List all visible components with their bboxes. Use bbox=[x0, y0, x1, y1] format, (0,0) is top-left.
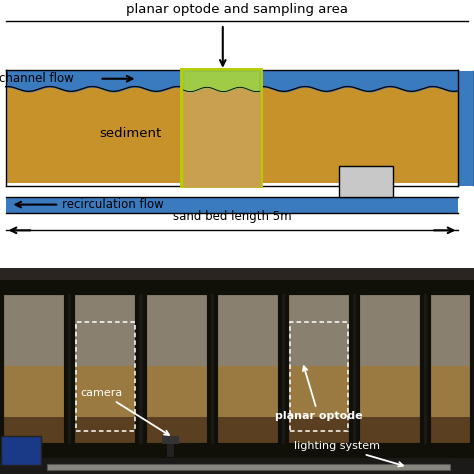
Bar bbox=[339, 165, 393, 197]
Bar bbox=[216, 293, 280, 445]
Bar bbox=[167, 444, 174, 457]
Bar bbox=[287, 417, 351, 445]
Bar bbox=[0, 280, 474, 294]
Bar bbox=[145, 417, 209, 445]
Bar bbox=[182, 70, 261, 186]
Bar bbox=[358, 293, 422, 445]
Text: channel flow: channel flow bbox=[0, 72, 74, 85]
Bar bbox=[0, 444, 474, 458]
Text: recirculation flow: recirculation flow bbox=[62, 198, 164, 211]
Text: sediment: sediment bbox=[100, 128, 162, 140]
Bar bbox=[0, 268, 474, 292]
Bar bbox=[6, 197, 458, 213]
Bar bbox=[47, 464, 450, 470]
Bar bbox=[216, 293, 280, 366]
Bar bbox=[145, 293, 209, 445]
Bar bbox=[358, 417, 422, 445]
Bar bbox=[6, 71, 458, 87]
Text: pump: pump bbox=[349, 174, 383, 188]
Bar bbox=[1, 436, 41, 465]
Bar bbox=[429, 366, 472, 417]
Text: planar optode: planar optode bbox=[275, 366, 363, 421]
Text: lighting system: lighting system bbox=[294, 441, 403, 466]
Bar bbox=[290, 322, 348, 431]
Bar bbox=[73, 293, 137, 366]
Bar bbox=[358, 293, 422, 366]
Bar bbox=[429, 417, 472, 445]
Text: sand bed length 5m: sand bed length 5m bbox=[173, 210, 292, 223]
Bar bbox=[2, 417, 66, 445]
Bar bbox=[2, 366, 66, 417]
Bar bbox=[216, 417, 280, 445]
Bar bbox=[73, 366, 137, 417]
Bar bbox=[429, 293, 472, 445]
Bar bbox=[458, 71, 474, 186]
Bar bbox=[73, 293, 137, 445]
Bar bbox=[73, 417, 137, 445]
Bar bbox=[287, 366, 351, 417]
Text: camera: camera bbox=[81, 388, 169, 435]
Bar bbox=[2, 293, 66, 445]
Bar bbox=[287, 293, 351, 366]
Bar bbox=[145, 293, 209, 366]
Bar bbox=[2, 293, 66, 366]
Bar bbox=[6, 87, 458, 183]
Bar bbox=[287, 293, 351, 445]
Bar bbox=[358, 366, 422, 417]
Text: planar optode and sampling area: planar optode and sampling area bbox=[126, 3, 348, 16]
Bar bbox=[76, 322, 135, 431]
Bar bbox=[216, 366, 280, 417]
Bar bbox=[429, 293, 472, 366]
Bar bbox=[162, 436, 179, 444]
Bar bbox=[145, 366, 209, 417]
